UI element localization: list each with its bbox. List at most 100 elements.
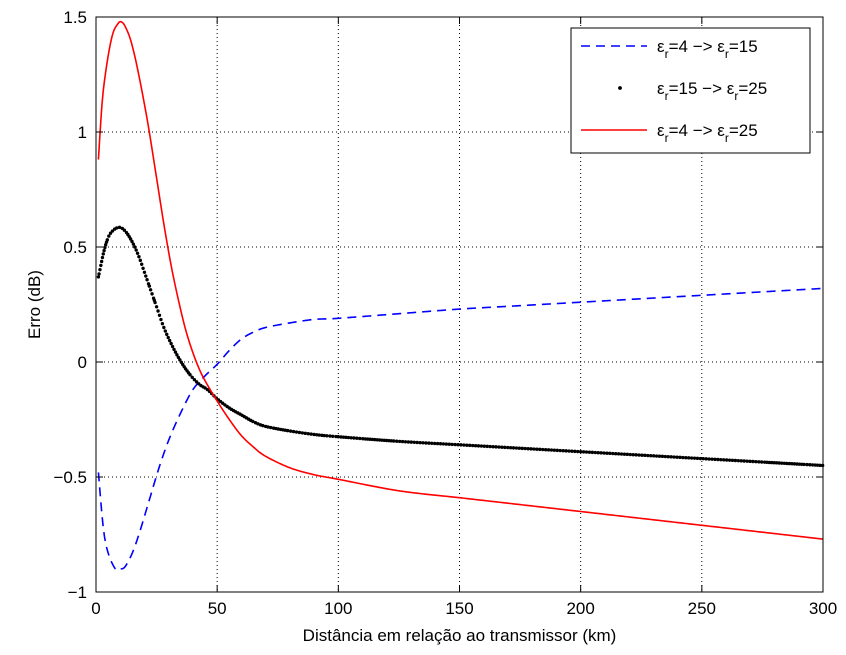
series-marker bbox=[657, 454, 662, 458]
series-marker bbox=[101, 252, 105, 256]
series-marker bbox=[462, 443, 466, 447]
series-marker bbox=[479, 444, 484, 448]
legend-text: =25 bbox=[729, 121, 758, 140]
legend-subscript: r bbox=[725, 47, 729, 61]
series-marker bbox=[322, 433, 326, 438]
series-marker bbox=[430, 441, 434, 445]
series-marker bbox=[669, 455, 673, 459]
series-marker bbox=[494, 445, 498, 449]
series-marker bbox=[117, 225, 122, 230]
series-marker bbox=[529, 447, 533, 451]
series-marker bbox=[391, 439, 396, 443]
series-marker bbox=[176, 355, 181, 360]
series-marker bbox=[438, 442, 443, 446]
series-marker bbox=[716, 457, 720, 462]
series-marker bbox=[704, 457, 708, 461]
series-marker bbox=[785, 461, 789, 466]
series-marker bbox=[103, 245, 107, 250]
series-marker bbox=[100, 255, 105, 260]
series-layer bbox=[96, 20, 825, 572]
series-marker bbox=[130, 239, 134, 244]
series-marker bbox=[256, 422, 260, 426]
series-marker bbox=[128, 237, 133, 241]
series-marker bbox=[175, 353, 179, 357]
series-marker bbox=[552, 448, 557, 452]
series-marker bbox=[312, 432, 316, 437]
series-marker bbox=[482, 444, 487, 448]
series-marker bbox=[169, 341, 173, 346]
series-marker bbox=[511, 446, 516, 450]
series-marker bbox=[567, 449, 571, 453]
series-marker bbox=[777, 461, 781, 465]
series-marker bbox=[587, 450, 592, 454]
series-marker bbox=[167, 338, 172, 343]
series-marker bbox=[409, 440, 414, 444]
series-marker bbox=[450, 442, 454, 447]
series-marker bbox=[192, 377, 197, 382]
series-marker bbox=[637, 453, 641, 457]
series-marker bbox=[722, 458, 726, 462]
series-marker bbox=[441, 442, 446, 446]
series-marker bbox=[742, 459, 746, 463]
series-marker bbox=[517, 446, 522, 450]
series-marker bbox=[306, 432, 310, 436]
series-marker bbox=[297, 430, 302, 435]
series-marker bbox=[444, 442, 449, 446]
series-marker bbox=[110, 229, 115, 233]
series-marker bbox=[767, 460, 771, 465]
y-tick-label: 1.5 bbox=[63, 8, 87, 27]
series-marker bbox=[150, 292, 154, 296]
series-marker bbox=[505, 445, 510, 450]
series-marker bbox=[795, 462, 799, 466]
series-marker bbox=[170, 344, 175, 349]
series-marker bbox=[549, 448, 554, 452]
series-marker bbox=[558, 448, 562, 453]
series-marker bbox=[573, 449, 577, 454]
series-marker bbox=[300, 431, 305, 435]
series-marker bbox=[465, 443, 469, 447]
series-marker bbox=[203, 386, 207, 390]
series-marker bbox=[107, 234, 111, 238]
series-marker bbox=[599, 451, 603, 455]
series-marker bbox=[698, 456, 703, 461]
series-marker bbox=[739, 459, 743, 463]
series-marker bbox=[692, 456, 697, 460]
series-marker bbox=[640, 453, 644, 457]
series-marker bbox=[133, 245, 137, 249]
legend-text: =4 −> ε bbox=[669, 121, 726, 140]
series-marker bbox=[325, 434, 329, 438]
x-tick-label: 0 bbox=[91, 599, 100, 618]
series-marker bbox=[520, 446, 524, 451]
y-tick-label: −1 bbox=[68, 583, 87, 602]
series-marker bbox=[261, 423, 265, 428]
series-marker bbox=[730, 458, 735, 463]
series-marker bbox=[122, 228, 127, 232]
x-tick-label: 300 bbox=[809, 599, 837, 618]
legend-subscript: r bbox=[734, 89, 738, 103]
y-tick-label: 0 bbox=[78, 353, 87, 372]
series-marker bbox=[818, 463, 822, 468]
series-marker bbox=[415, 440, 419, 445]
series-marker bbox=[309, 432, 313, 436]
series-marker bbox=[787, 461, 792, 466]
series-marker bbox=[543, 448, 548, 452]
legend-label: εr=15 −> εr=25 bbox=[657, 79, 767, 103]
series-marker bbox=[190, 375, 194, 379]
series-marker bbox=[535, 447, 539, 451]
series-marker bbox=[736, 458, 741, 463]
x-axis-label: Distância em relação ao transmissor (km) bbox=[303, 626, 617, 645]
series-marker bbox=[578, 450, 583, 454]
series-marker bbox=[596, 451, 600, 455]
series-marker bbox=[802, 462, 806, 467]
series-marker bbox=[470, 443, 475, 448]
series-marker bbox=[140, 262, 144, 266]
series-marker bbox=[678, 455, 682, 460]
series-marker bbox=[172, 347, 176, 352]
legend-text: =15 bbox=[729, 37, 758, 56]
series-marker bbox=[590, 450, 595, 455]
series-marker bbox=[473, 444, 478, 448]
series-marker bbox=[570, 449, 574, 453]
series-marker bbox=[355, 436, 359, 440]
series-marker bbox=[774, 461, 779, 465]
